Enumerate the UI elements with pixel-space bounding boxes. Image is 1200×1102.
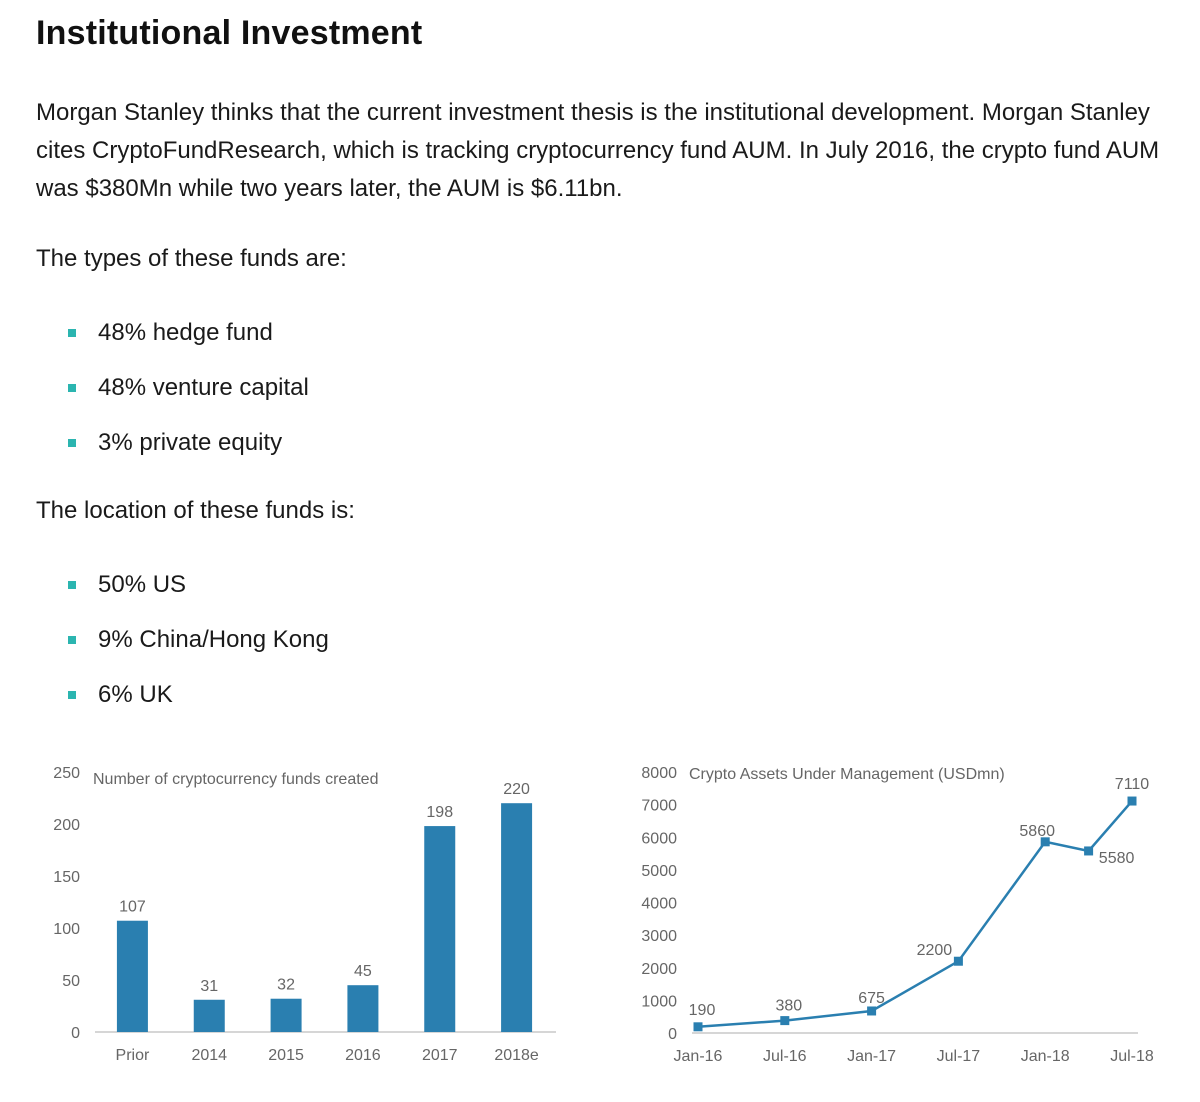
bar	[347, 985, 379, 1032]
data-label: 5860	[1019, 823, 1055, 840]
x-tick-label: Jan-16	[674, 1048, 723, 1065]
intro-paragraph: Morgan Stanley thinks that the current i…	[36, 99, 1160, 202]
bar	[193, 999, 225, 1032]
square-bullet-icon	[68, 384, 76, 392]
y-tick-label: 6000	[641, 830, 677, 847]
data-label: 220	[503, 781, 530, 798]
data-label: 198	[426, 804, 453, 821]
y-tick-label: 200	[53, 817, 80, 834]
list-item-text: 6% UK	[98, 681, 173, 708]
fund-types-intro: The types of these funds are:	[36, 245, 347, 272]
y-tick-label: 4000	[641, 896, 677, 913]
y-tick-label: 5000	[641, 863, 677, 880]
chart-title: Crypto Assets Under Management (USDmn)	[689, 766, 1005, 783]
data-point	[1040, 837, 1050, 847]
y-tick-label: 0	[668, 1026, 677, 1043]
x-tick-label: Jan-18	[1021, 1048, 1070, 1065]
data-label: 31	[200, 978, 218, 995]
x-tick-label: Jul-17	[937, 1048, 981, 1065]
x-tick-label: Prior	[116, 1047, 150, 1064]
square-bullet-icon	[68, 636, 76, 644]
funds-created-bar-chart: 0 50 100 150 200 250 Number of cryptocurrency …	[53, 765, 556, 1064]
crypto-aum-line-chart: 0 1000 2000 3000 4000 5000 6000 7000 8000 Crypto …	[641, 765, 1154, 1065]
data-label: 7110	[1115, 776, 1150, 793]
data-label: 380	[775, 998, 802, 1015]
bar	[270, 998, 302, 1032]
y-tick-label: 8000	[641, 765, 677, 782]
data-label: 190	[689, 1002, 716, 1019]
data-point	[780, 1016, 790, 1026]
x-tick-label: Jan-17	[847, 1048, 896, 1065]
data-label: 5580	[1099, 850, 1135, 867]
data-label: 107	[119, 899, 146, 916]
y-tick-label: 0	[71, 1025, 80, 1042]
data-label: 675	[858, 990, 885, 1007]
list-item-text: 3% private equity	[98, 429, 283, 456]
data-point	[867, 1006, 877, 1016]
x-tick-label: 2014	[191, 1047, 227, 1064]
x-tick-label: Jul-16	[763, 1048, 807, 1065]
x-tick-label: 2016	[345, 1047, 381, 1064]
bar	[424, 826, 456, 1032]
x-tick-label: Jul-18	[1110, 1048, 1154, 1065]
x-tick-label: 2017	[422, 1047, 458, 1064]
y-tick-label: 2000	[641, 961, 677, 978]
data-point	[953, 956, 963, 966]
x-tick-label: 2015	[268, 1047, 304, 1064]
locations-intro: The location of these funds is:	[36, 497, 355, 524]
y-tick-label: 150	[53, 869, 80, 886]
x-tick-label: 2018e	[494, 1047, 539, 1064]
list-item-text: 50% US	[98, 571, 187, 598]
aum-series-line	[697, 800, 1133, 1029]
list-item-text: 9% China/Hong Kong	[98, 626, 329, 653]
bar	[501, 803, 533, 1032]
bar	[116, 920, 148, 1032]
list-item-text: 48% venture capital	[98, 374, 309, 401]
y-tick-label: 1000	[641, 993, 677, 1010]
data-point	[1084, 846, 1094, 856]
data-label: 45	[354, 963, 372, 980]
data-point	[693, 1022, 703, 1032]
y-tick-label: 100	[53, 921, 80, 938]
chart-title: Number of cryptocurrency funds created	[93, 771, 378, 788]
square-bullet-icon	[68, 581, 76, 589]
list-item-text: 48% hedge fund	[98, 319, 273, 346]
y-tick-label: 50	[62, 973, 80, 990]
data-label: 2200	[917, 942, 953, 959]
square-bullet-icon	[68, 329, 76, 337]
page-title: Institutional Investment	[36, 14, 423, 52]
square-bullet-icon	[68, 439, 76, 447]
square-bullet-icon	[68, 691, 76, 699]
y-tick-label: 7000	[641, 798, 677, 815]
data-point	[1127, 796, 1137, 806]
y-tick-label: 250	[53, 765, 80, 782]
y-tick-label: 3000	[641, 928, 677, 945]
data-label: 32	[277, 977, 295, 994]
